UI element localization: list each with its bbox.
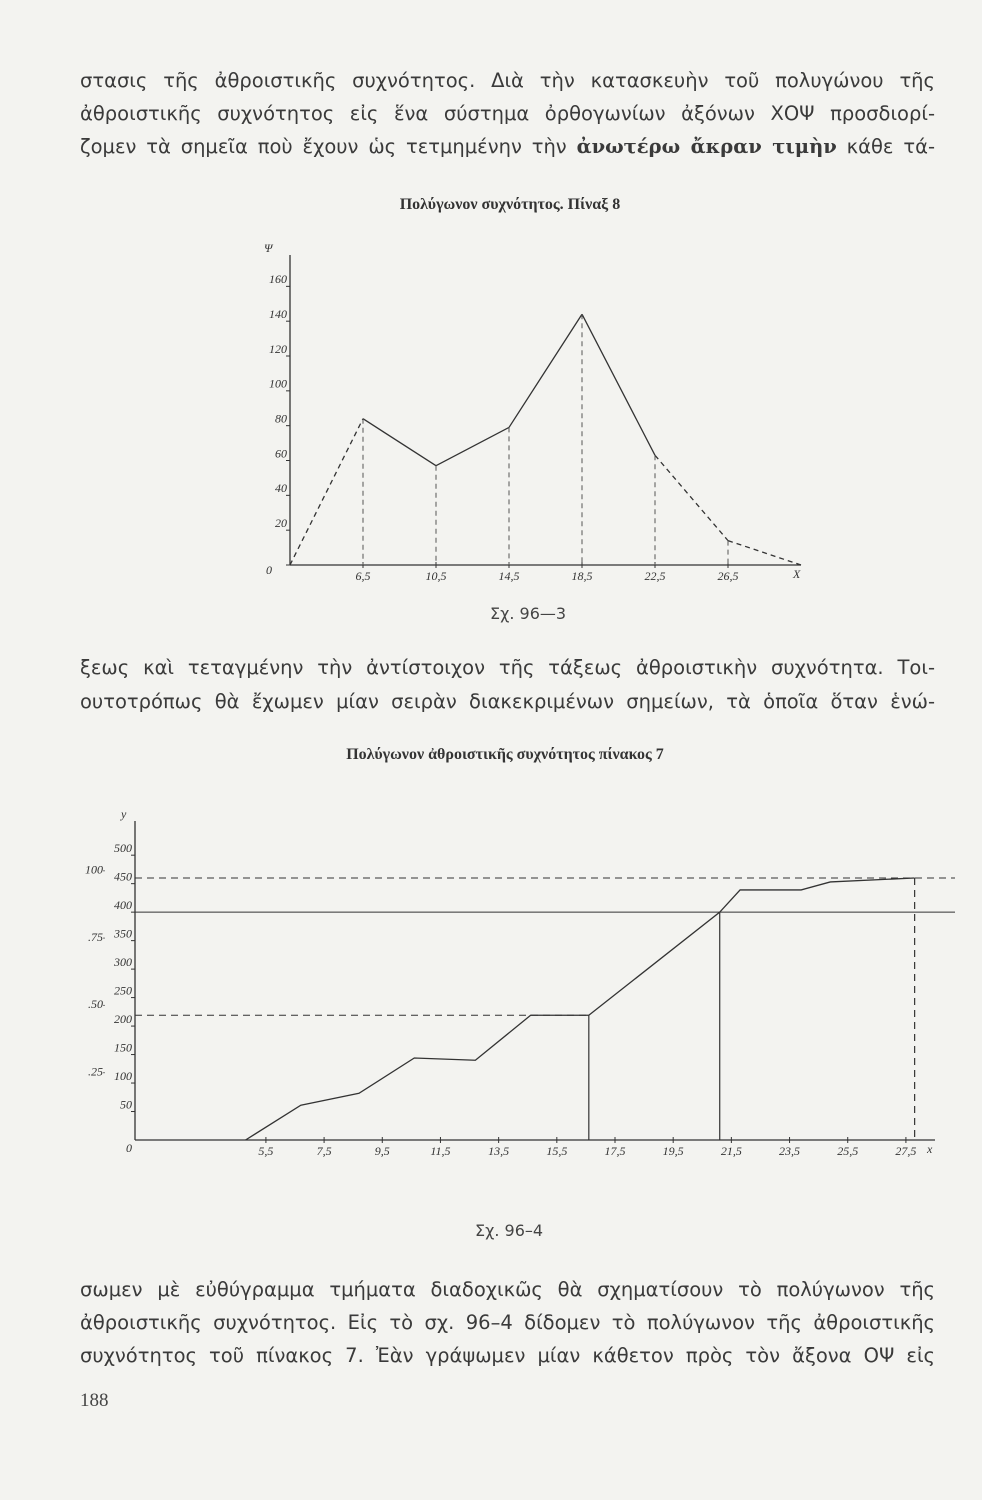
y-tick-label: 60 <box>275 446 287 460</box>
y-tick-label: 400 <box>114 898 132 912</box>
polygon-segment <box>508 313 583 428</box>
x-tick-label: 25,5 <box>837 1144 858 1158</box>
figure-caption: Σχ. 96—3 <box>490 604 567 623</box>
y2-tick-label: .50 <box>88 997 103 1011</box>
polygon-segment <box>362 418 437 467</box>
text-line: ζομεν τὰ σημεῖα ποὺ ἔχουν ὡς τετμημένην … <box>80 134 935 160</box>
figure-caption: Σχ. 96–4 <box>475 1221 544 1240</box>
x-tick-label: 22,5 <box>645 569 666 583</box>
polygon-segment <box>727 540 802 566</box>
cumulative-line <box>245 877 915 1141</box>
y-tick-label: 50 <box>120 1097 132 1111</box>
x-axis-label: Χ <box>792 567 801 581</box>
y-tick-label: 0 <box>266 563 272 577</box>
figure-title: Πολύγωνον συχνότητος. Πίναξ 8 <box>399 196 621 213</box>
y-axis-label: Ψ <box>264 241 274 255</box>
y-tick-label: 140 <box>269 307 287 321</box>
polygon-segment <box>654 454 729 542</box>
x-tick-label: 6,5 <box>356 569 371 583</box>
y-tick-label: 250 <box>114 983 132 997</box>
y-tick-label: 100 <box>269 377 287 391</box>
text-line: σωμεν μὲ εὐθύγραμμα τμήματα διαδοχικῶς θ… <box>80 1278 935 1301</box>
x-tick-label: 15,5 <box>546 1144 567 1158</box>
x-tick-label: 7,5 <box>317 1144 332 1158</box>
y-tick-label: 100 <box>114 1069 132 1083</box>
y-tick-label: 120 <box>269 342 287 356</box>
x-tick-label: 26,5 <box>718 569 739 583</box>
y-tick-label: 500 <box>114 841 132 855</box>
x-tick-label: 9,5 <box>375 1144 390 1158</box>
polygon-segment <box>581 313 656 456</box>
polygon-segment <box>435 426 510 467</box>
x-tick-label: 21,5 <box>721 1144 742 1158</box>
y2-tick-label: .25 <box>88 1064 103 1078</box>
text-line: στασις τῆς ἀθροιστικῆς συχνότητος. Διὰ τ… <box>80 69 935 92</box>
x-tick-label: 14,5 <box>499 569 520 583</box>
y-tick-label: 200 <box>114 1012 132 1026</box>
y-tick-label: 350 <box>113 926 132 940</box>
x-tick-label: 13,5 <box>488 1144 509 1158</box>
x-tick-label: 17,5 <box>605 1144 626 1158</box>
page-number: 188 <box>80 1390 109 1411</box>
text-line: συχνότητος τοῦ πίνακος 7. Ἐὰν γράψωμεν μ… <box>80 1344 935 1367</box>
x-tick-label: 23,5 <box>779 1144 800 1158</box>
polygon-segment <box>289 418 364 566</box>
y-tick-label: 40 <box>275 481 287 495</box>
figure-title: Πολύγωνον ἀθροιστικῆς συχνότητος πίνακος… <box>346 746 664 763</box>
text-line: ξεως καὶ τεταγμένην τὴν ἀντίστοιχον τῆς … <box>80 656 935 679</box>
x-tick-label: 19,5 <box>663 1144 684 1158</box>
y2-tick-label: 100 <box>85 863 103 877</box>
x-tick-label: 27,5 <box>895 1144 916 1158</box>
y-tick-label: 300 <box>113 955 132 969</box>
text-line: ουτοτρόπως θὰ ἔχωμεν μίαν σειρὰν διακεκρ… <box>80 690 935 713</box>
x-tick-label: 11,5 <box>430 1144 450 1158</box>
y2-tick-label: .75 <box>88 930 103 944</box>
text-span: ἀνωτέρω ἄκραν τιμὴν <box>576 135 837 158</box>
x-tick-label: 18,5 <box>572 569 593 583</box>
x-tick-label: 10,5 <box>426 569 447 583</box>
y-tick-label: 450 <box>114 869 132 883</box>
x-tick-label: 5,5 <box>258 1144 273 1158</box>
y-tick-label: 20 <box>275 516 287 530</box>
text-line: ἀθροιστικῆς συχνότητος. Εἰς τὸ σχ. 96–4 … <box>80 1311 935 1334</box>
text-span: κάθε τά- <box>836 135 935 158</box>
text-span: ζομεν τὰ σημεῖα ποὺ ἔχουν ὡς τετμημένην … <box>80 135 577 158</box>
y-axis-label: y <box>120 807 127 821</box>
y-tick-label: 160 <box>269 272 287 286</box>
y-tick-label: 80 <box>275 411 287 425</box>
text-line: ἀθροιστικῆς συχνότητος εἰς ἕνα σύστημα ὀ… <box>80 102 935 125</box>
x-axis-label: x <box>926 1142 933 1156</box>
y-tick-label: 150 <box>114 1040 132 1054</box>
origin-label: 0 <box>126 1141 132 1155</box>
